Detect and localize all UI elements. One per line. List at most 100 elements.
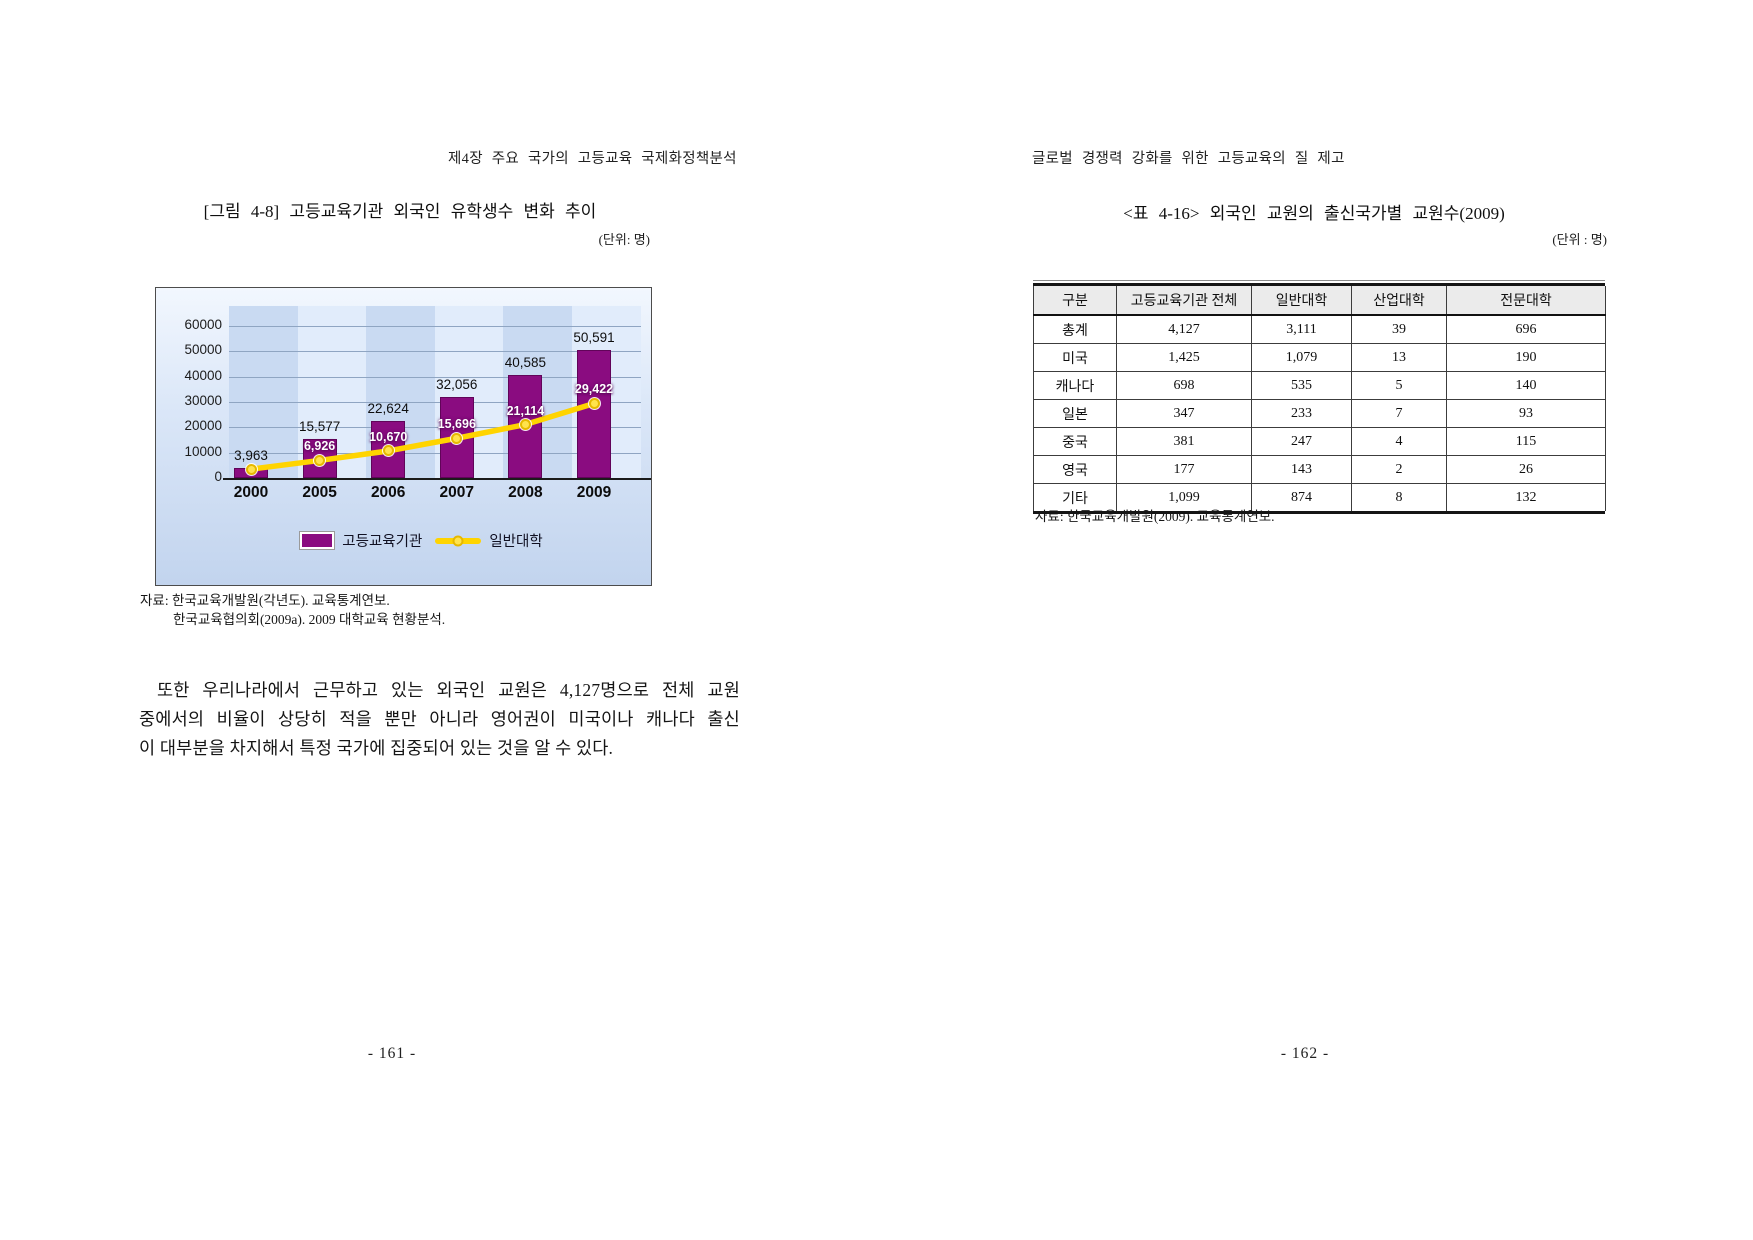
value-cell: 698 — [1116, 371, 1252, 400]
table-row: 총계 4,127 3,111 39 696 — [1033, 314, 1606, 344]
table-row: 캐나다 698 535 5 140 — [1033, 371, 1606, 400]
chart-y-axis-label: 60000 — [184, 317, 222, 332]
value-cell: 7 — [1351, 399, 1447, 428]
value-cell: 1,425 — [1116, 343, 1252, 372]
value-cell: 1,079 — [1251, 343, 1352, 372]
row-category-cell: 캐나다 — [1033, 371, 1117, 400]
chart-y-axis-label: 10000 — [184, 443, 222, 459]
chart-line-marker — [519, 419, 531, 430]
value-cell: 5 — [1351, 371, 1447, 400]
value-cell: 4,127 — [1116, 314, 1252, 344]
value-cell: 3,111 — [1251, 314, 1352, 344]
source-line: 한국교육협의회(2009a). 2009 대학교육 현황분석. — [173, 612, 446, 627]
chart-bar — [577, 349, 611, 478]
value-cell: 8 — [1351, 483, 1447, 511]
value-cell: 93 — [1446, 399, 1606, 428]
value-cell: 233 — [1251, 399, 1352, 428]
chart-x-axis-label: 2007 — [439, 484, 475, 501]
table-row: 미국 1,425 1,079 13 190 — [1033, 343, 1606, 372]
legend-item-bar: 고등교육기관 — [300, 530, 422, 551]
figure-chart: 0 10000 20000 30000 40000 50000 60000 3,963 15,5… — [155, 287, 652, 586]
legend-label: 일반대학 — [489, 534, 543, 550]
value-cell: 115 — [1446, 427, 1606, 456]
legend-label: 고등교육기관 — [342, 534, 423, 550]
table-title: <표 4-16> 외국인 교원의 출신국가별 교원수(2009) — [1123, 204, 1505, 223]
running-header-left: 제4장 주요 국가의 고등교육 국제화정책분석 — [448, 151, 737, 167]
chart-line-label: 15,696 — [437, 417, 476, 432]
value-cell: 13 — [1351, 343, 1447, 372]
chart-line-label: 21,114 — [506, 403, 545, 418]
table-header-cell: 고등교육기관 전체 — [1116, 286, 1252, 316]
chart-bar-label: 40,585 — [504, 355, 547, 371]
figure-unit-label: (단위: 명) — [598, 232, 650, 247]
chart-x-axis-label: 2006 — [370, 484, 406, 501]
table-header-cell: 전문대학 — [1446, 286, 1606, 316]
value-cell: 347 — [1116, 399, 1252, 428]
paragraph-line: 이 대부분을 차지해서 특정 국가에 집중되어 있는 것을 알 수 있다. — [139, 738, 614, 758]
chart-gridline — [229, 326, 641, 327]
table-header-cell: 구분 — [1033, 286, 1117, 316]
chart-gridline — [229, 351, 641, 353]
source-line: 자료: 한국교육개발원(각년도). 교육통계연보. — [140, 593, 390, 608]
chart-line-marker — [588, 397, 600, 409]
figure-title: [그림 4-8] 고등교육기관 외국인 유학생수 변화 추이 — [203, 202, 597, 221]
table-row: 영국 177 143 2 26 — [1033, 455, 1606, 484]
paragraph-line: 또한 우리나라에서 근무하고 있는 외국인 교원은 4,127명으로 전체 교원 — [157, 680, 740, 700]
value-cell: 190 — [1446, 343, 1606, 372]
chart-y-axis-label: 0 — [214, 469, 222, 484]
chart-x-axis-label: 2008 — [508, 484, 543, 501]
value-cell: 874 — [1251, 483, 1352, 511]
value-cell: 535 — [1251, 371, 1352, 400]
row-category-cell: 영국 — [1033, 455, 1117, 484]
legend-line-swatch — [435, 535, 482, 546]
table-source: 자료: 한국교육개발원(2009). 교육통계연보. — [1035, 509, 1275, 524]
value-cell: 4 — [1351, 427, 1447, 456]
table-header-cell: 일반대학 — [1251, 286, 1352, 316]
chart-y-axis-label: 50000 — [184, 342, 222, 358]
chart-gridline — [229, 376, 641, 378]
table-row: 기타 1,099 874 8 132 — [1033, 483, 1606, 511]
table-header-cell: 산업대학 — [1351, 286, 1447, 316]
chart-x-axis-label: 2000 — [233, 484, 269, 501]
chart-line-label: 10,670 — [369, 429, 408, 444]
row-category-cell: 중국 — [1033, 427, 1117, 456]
chart-y-axis-label: 20000 — [184, 418, 222, 434]
chart-line-marker — [245, 463, 257, 475]
legend-bar-swatch — [300, 532, 335, 549]
value-cell: 696 — [1446, 314, 1606, 344]
page-number-left: - 161 - — [367, 1045, 417, 1062]
paragraph-line: 중에서의 비율이 상당히 적을 뿐만 아니라 영어권이 미국이나 캐나다 출신 — [139, 709, 740, 729]
value-cell: 140 — [1446, 371, 1606, 400]
chart-y-axis-label: 40000 — [184, 367, 222, 383]
chart-line-marker — [314, 454, 326, 466]
row-category-cell: 총계 — [1033, 314, 1117, 344]
chart-line-label: 6,926 — [303, 439, 336, 454]
chart-x-axis-label: 2005 — [302, 484, 337, 501]
legend-item-line: 일반대학 — [435, 530, 543, 551]
chart-y-axis-label: 30000 — [184, 393, 222, 408]
value-cell: 381 — [1116, 427, 1252, 456]
faculty-table-wrap: 구분 고등교육기관 전체 일반대학 산업대학 전문대학 총계 4,127 3,111 39 69… — [1033, 280, 1606, 514]
faculty-table: 구분 고등교육기관 전체 일반대학 산업대학 전문대학 총계 4,127 3,111 39 69… — [1033, 286, 1606, 511]
running-header-right: 글로벌 경쟁력 강화를 위한 고등교육의 질 제고 — [1032, 151, 1345, 167]
chart-bar-label: 50,591 — [573, 329, 615, 345]
chart-legend: 고등교육기관 일반대학 — [156, 530, 651, 551]
table-unit-label: (단위 : 명) — [1552, 232, 1607, 247]
value-cell: 132 — [1446, 483, 1606, 511]
body-paragraph: 또한 우리나라에서 근무하고 있는 외국인 교원은 4,127명으로 전체 교원… — [139, 676, 740, 763]
value-cell: 177 — [1116, 455, 1252, 484]
chart-line-marker — [382, 445, 394, 457]
chart-line-label: 29,422 — [574, 382, 614, 397]
table-row: 중국 381 247 4 115 — [1033, 427, 1606, 456]
page-number-right: - 162 - — [1280, 1045, 1330, 1062]
row-category-cell: 기타 — [1033, 483, 1117, 511]
chart-line-marker — [451, 432, 463, 444]
value-cell: 1,099 — [1116, 483, 1252, 511]
value-cell: 143 — [1251, 455, 1352, 484]
table-row: 일본 347 233 7 93 — [1033, 399, 1606, 428]
chart-x-axis-label: 2009 — [576, 484, 612, 501]
table-header-row: 구분 고등교육기관 전체 일반대학 산업대학 전문대학 — [1033, 286, 1606, 316]
figure-source: 자료: 한국교육개발원(각년도). 교육통계연보. 한국교육협의회(2009a)… — [140, 591, 445, 629]
value-cell: 26 — [1446, 455, 1606, 484]
